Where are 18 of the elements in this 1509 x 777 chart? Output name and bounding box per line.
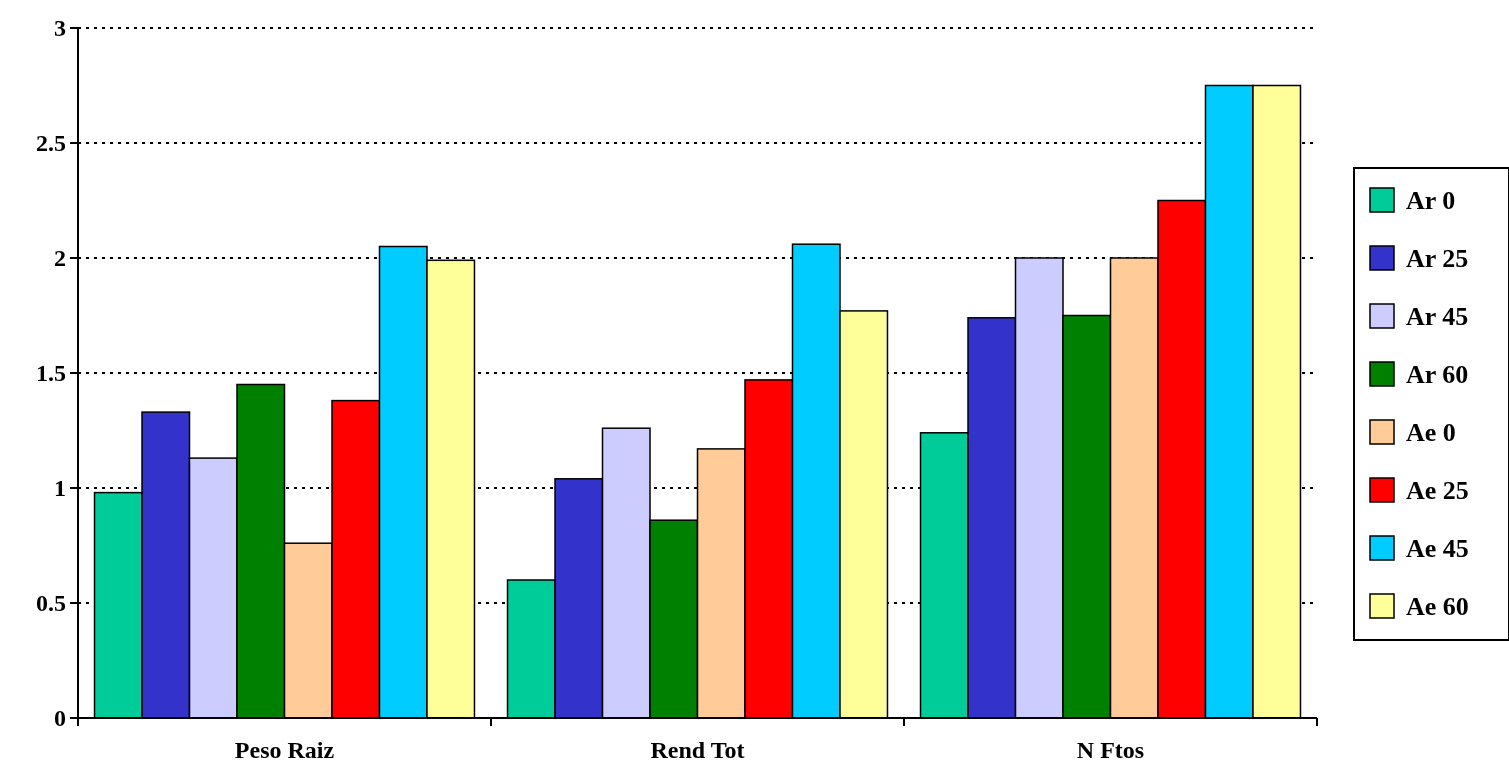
legend-label: Ae 60 [1406, 592, 1469, 622]
y-tick-label: 0 [54, 705, 66, 732]
y-tick-label: 3 [54, 15, 66, 42]
x-tick-label: N Ftos [1076, 737, 1145, 763]
y-tick-label: 2.5 [36, 130, 66, 157]
legend-label: Ar 0 [1406, 186, 1456, 216]
legend-label: Ar 45 [1406, 302, 1469, 332]
legend-label: Ar 25 [1406, 244, 1469, 274]
x-tick-label: Peso Raiz [234, 737, 335, 763]
y-tick-label: 1 [54, 475, 66, 502]
legend-label: Ae 0 [1406, 418, 1456, 448]
y-tick-label: 2 [54, 245, 66, 272]
y-tick-label: 0.5 [36, 590, 66, 617]
legend-label: Ar 60 [1406, 360, 1469, 390]
legend-label: Ae 25 [1406, 476, 1469, 506]
x-tick-label: Rend Tot [650, 737, 745, 763]
legend-label: Ae 45 [1406, 534, 1469, 564]
y-tick-label: 1.5 [36, 360, 66, 387]
